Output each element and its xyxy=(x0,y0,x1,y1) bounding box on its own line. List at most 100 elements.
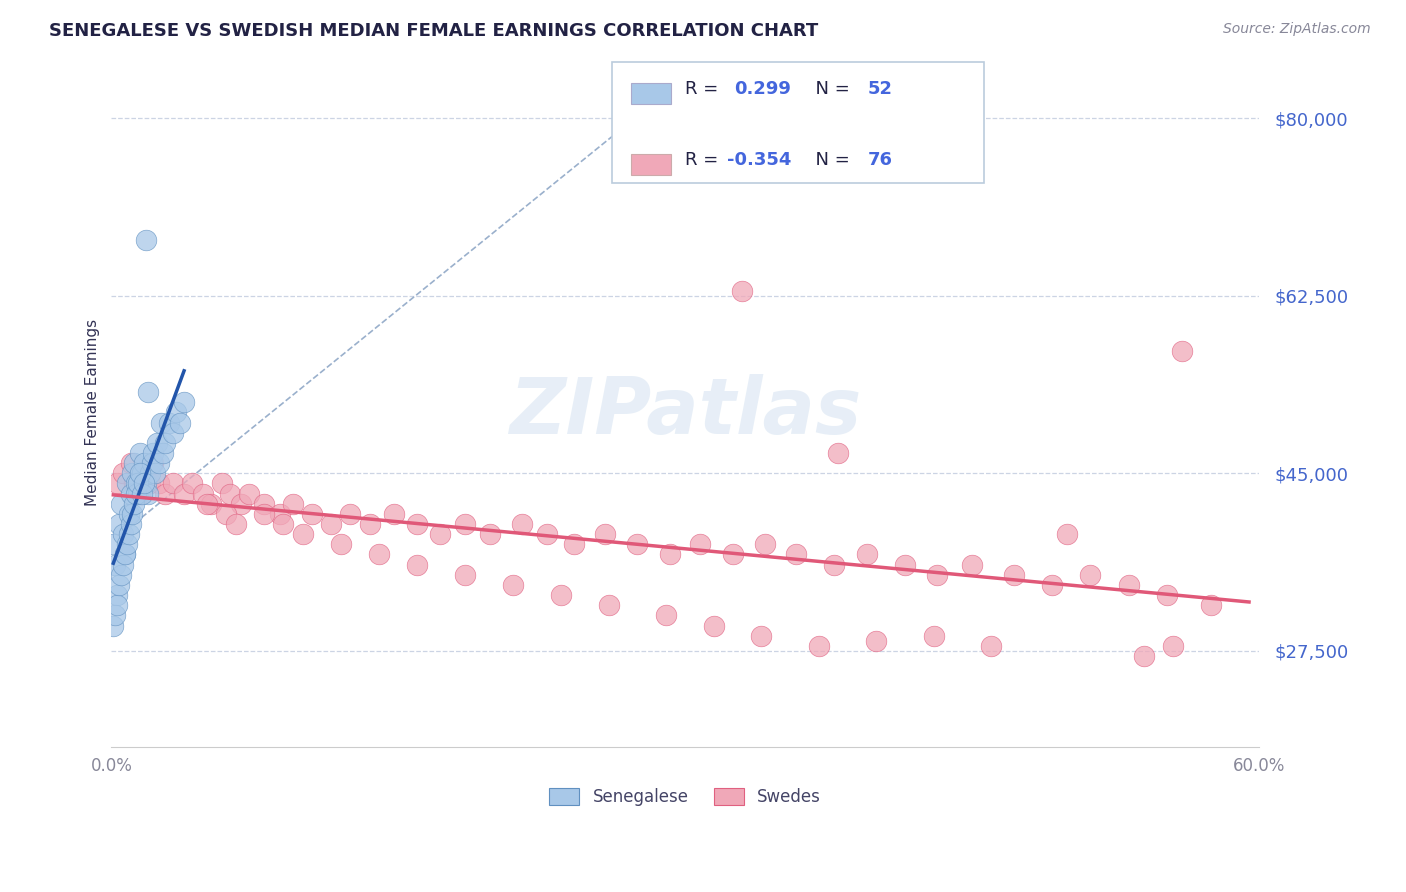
Point xyxy=(121,467,143,481)
Point xyxy=(127,486,149,500)
Point xyxy=(658,548,681,562)
Point xyxy=(550,588,572,602)
Point xyxy=(173,395,195,409)
Point xyxy=(219,486,242,500)
Point xyxy=(142,456,165,470)
Point xyxy=(136,486,159,500)
Point xyxy=(141,456,163,470)
Point xyxy=(138,467,160,481)
Point xyxy=(211,476,233,491)
Point xyxy=(626,537,648,551)
Point xyxy=(111,467,134,481)
Point xyxy=(111,558,134,572)
Point xyxy=(291,527,314,541)
Point xyxy=(131,467,153,481)
Point xyxy=(281,497,304,511)
Point xyxy=(980,639,1002,653)
Point xyxy=(301,507,323,521)
Point xyxy=(135,467,157,481)
Point xyxy=(1118,578,1140,592)
Point xyxy=(105,599,128,613)
Legend: Senegalese, Swedes: Senegalese, Swedes xyxy=(543,781,828,813)
Point xyxy=(1078,567,1101,582)
Point xyxy=(136,385,159,400)
Point xyxy=(173,486,195,500)
Point xyxy=(135,476,157,491)
Point xyxy=(215,507,238,521)
Point xyxy=(321,516,343,531)
Point xyxy=(153,486,176,500)
Point xyxy=(124,476,146,491)
Y-axis label: Median Female Earnings: Median Female Earnings xyxy=(86,318,100,506)
Point xyxy=(807,639,830,653)
Text: ZIPatlas: ZIPatlas xyxy=(509,375,860,450)
Point xyxy=(104,558,127,572)
Point xyxy=(165,405,187,419)
Text: SENEGALESE VS SWEDISH MEDIAN FEMALE EARNINGS CORRELATION CHART: SENEGALESE VS SWEDISH MEDIAN FEMALE EARN… xyxy=(49,22,818,40)
Point xyxy=(117,527,139,541)
Point xyxy=(108,516,131,531)
Point xyxy=(689,537,711,551)
Point xyxy=(1056,527,1078,541)
Point xyxy=(124,456,146,470)
Point xyxy=(1199,599,1222,613)
Point xyxy=(1040,578,1063,592)
Point xyxy=(129,486,152,500)
Point xyxy=(536,527,558,541)
Point xyxy=(478,527,501,541)
Point xyxy=(195,497,218,511)
Point xyxy=(162,476,184,491)
Point xyxy=(598,599,620,613)
Point xyxy=(120,516,142,531)
Point xyxy=(231,497,253,511)
Point xyxy=(1161,639,1184,653)
Point xyxy=(153,435,176,450)
Point xyxy=(105,588,128,602)
Point xyxy=(368,548,391,562)
Point xyxy=(148,476,170,491)
Text: R =: R = xyxy=(685,80,730,98)
Point xyxy=(105,476,128,491)
Point xyxy=(339,507,361,521)
Point xyxy=(238,486,260,500)
Text: N =: N = xyxy=(804,151,856,169)
Point xyxy=(269,507,291,521)
Point xyxy=(731,284,754,298)
Point xyxy=(103,618,125,632)
Point xyxy=(384,507,406,521)
Point xyxy=(894,558,917,572)
Point xyxy=(169,416,191,430)
Point xyxy=(145,467,167,481)
Point xyxy=(138,476,160,491)
Point xyxy=(110,567,132,582)
Point xyxy=(162,425,184,440)
Point xyxy=(142,446,165,460)
Point xyxy=(129,467,152,481)
Point xyxy=(108,578,131,592)
Point xyxy=(121,507,143,521)
Point xyxy=(180,476,202,491)
Point xyxy=(655,608,678,623)
Point xyxy=(406,558,429,572)
Point xyxy=(960,558,983,572)
Point xyxy=(429,527,451,541)
Point xyxy=(703,618,725,632)
Text: 76: 76 xyxy=(868,151,893,169)
Point xyxy=(157,416,180,430)
Point xyxy=(751,629,773,643)
Text: Source: ZipAtlas.com: Source: ZipAtlas.com xyxy=(1223,22,1371,37)
Point xyxy=(103,537,125,551)
Point xyxy=(146,435,169,450)
Point xyxy=(135,233,157,247)
Point xyxy=(115,537,138,551)
Point xyxy=(454,516,477,531)
Point xyxy=(721,548,744,562)
Point xyxy=(125,476,148,491)
Point xyxy=(1002,567,1025,582)
Point xyxy=(1171,344,1194,359)
Point xyxy=(110,497,132,511)
Point xyxy=(754,537,776,551)
Point xyxy=(512,516,534,531)
Point xyxy=(120,486,142,500)
Point xyxy=(114,548,136,562)
